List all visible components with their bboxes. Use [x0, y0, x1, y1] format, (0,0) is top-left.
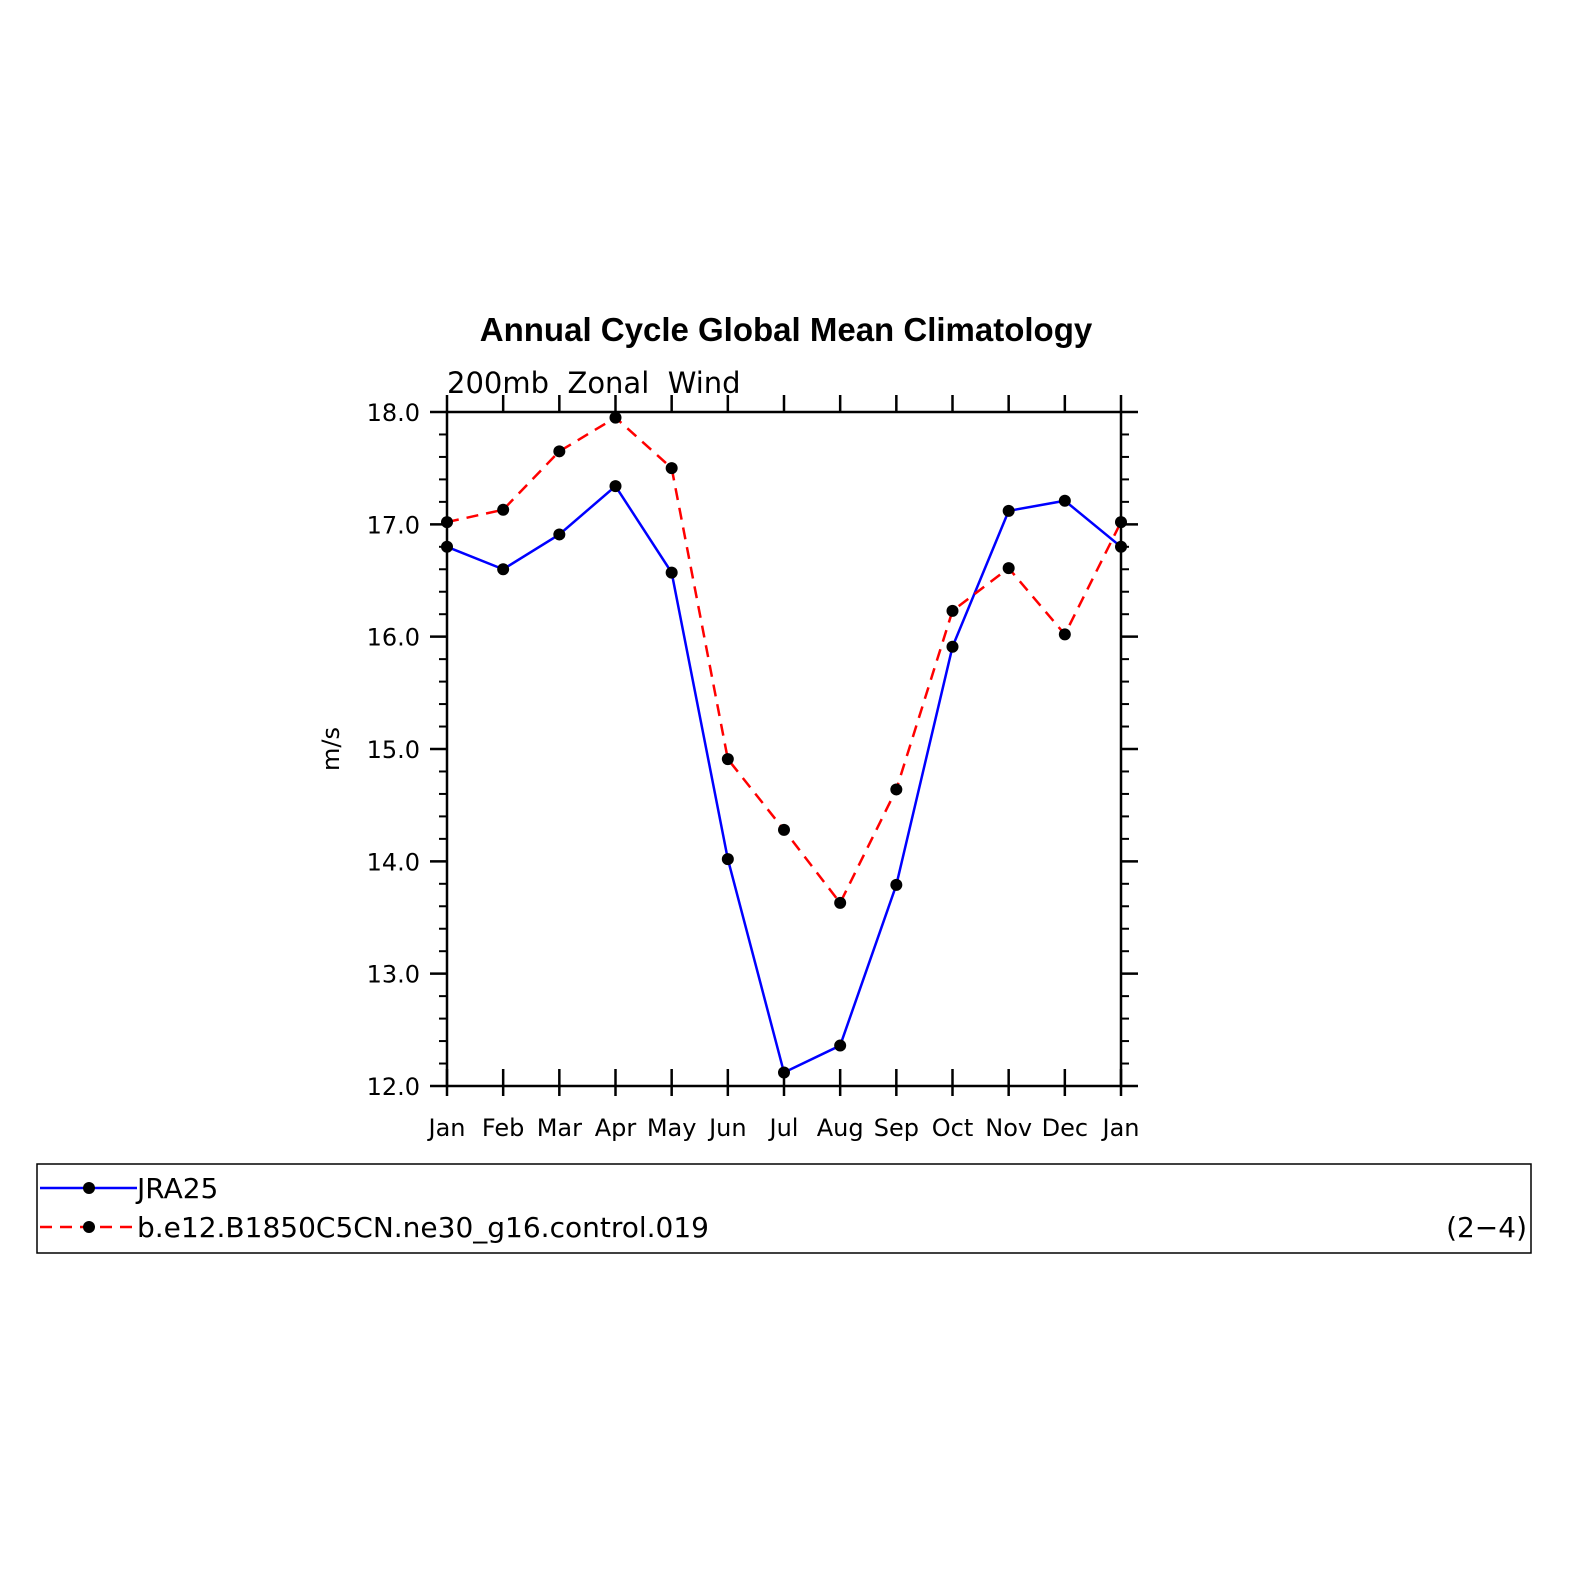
- data-point: [1058, 628, 1071, 641]
- y-axis-label: m/s: [317, 727, 345, 771]
- x-tick-label: Sep: [874, 1114, 919, 1142]
- x-tick-label: May: [647, 1114, 697, 1142]
- legend-item: b.e12.B1850C5CN.ne30_g16.control.019: [40, 1211, 709, 1244]
- data-point: [497, 563, 510, 576]
- data-point: [834, 1039, 847, 1052]
- data-point: [890, 783, 903, 796]
- data-point: [946, 604, 959, 617]
- legend: JRA25 b.e12.B1850C5CN.ne30_g16.control.01…: [36, 1163, 1532, 1254]
- data-point: [665, 566, 678, 579]
- ticks-layer: [430, 395, 1138, 1096]
- x-tick-label: Jan: [1101, 1114, 1140, 1142]
- data-point: [497, 503, 510, 516]
- data-point: [609, 480, 622, 493]
- legend-swatch-marker: [83, 1182, 95, 1194]
- series-b-e12-b1850c5cn-ne30-g16-control-019: [441, 411, 1127, 909]
- data-point: [834, 896, 847, 909]
- data-point: [553, 528, 566, 541]
- y-tick-label: 12.0: [367, 1073, 420, 1101]
- chart-subtitle: 200mb Zonal Wind: [447, 366, 741, 400]
- legend-label: JRA25: [135, 1172, 218, 1205]
- legend-swatch-marker: [83, 1221, 95, 1233]
- x-tick-label: Apr: [595, 1114, 637, 1142]
- data-point: [609, 411, 622, 424]
- data-point: [665, 462, 678, 475]
- tick-labels-layer: Jan Feb Mar Apr May Jun Jul Aug Sep Oct Nov Dec Jan1…: [367, 399, 1140, 1142]
- y-tick-label: 15.0: [367, 736, 420, 764]
- y-tick-label: 16.0: [367, 624, 420, 652]
- data-point: [1058, 494, 1071, 507]
- x-tick-label: Dec: [1042, 1114, 1088, 1142]
- data-point: [946, 640, 959, 653]
- x-tick-label: Oct: [932, 1114, 974, 1142]
- x-tick-label: Aug: [817, 1114, 864, 1142]
- data-point: [1002, 562, 1015, 575]
- legend-item: JRA25: [40, 1172, 218, 1205]
- data-point: [778, 1066, 790, 1079]
- data-point: [721, 853, 734, 866]
- data-point: [1002, 504, 1015, 517]
- data-point: [778, 823, 790, 836]
- x-tick-label: Feb: [482, 1114, 525, 1142]
- x-tick-label: Nov: [985, 1114, 1032, 1142]
- series-layer: [441, 411, 1127, 1079]
- y-tick-label: 18.0: [367, 399, 420, 427]
- chart-title: Annual Cycle Global Mean Climatology: [480, 311, 1093, 348]
- y-tick-label: 17.0: [367, 511, 420, 539]
- x-tick-label: Jan: [427, 1114, 466, 1142]
- panel-annotation: (2−4): [1446, 1211, 1527, 1244]
- x-tick-label: Mar: [537, 1114, 582, 1142]
- data-point: [721, 753, 734, 766]
- data-point: [890, 878, 903, 891]
- legend-items: JRA25 b.e12.B1850C5CN.ne30_g16.control.01…: [40, 1172, 709, 1244]
- x-tick-label: Jul: [768, 1114, 799, 1142]
- legend-box: [36, 1163, 1532, 1254]
- y-tick-label: 14.0: [367, 848, 420, 876]
- x-tick-label: Jun: [707, 1114, 747, 1142]
- data-point: [553, 445, 566, 458]
- plot-frame: [445, 410, 1123, 1088]
- y-tick-label: 13.0: [367, 961, 420, 989]
- legend-label: b.e12.B1850C5CN.ne30_g16.control.019: [137, 1211, 709, 1244]
- series-jra25: [441, 480, 1127, 1079]
